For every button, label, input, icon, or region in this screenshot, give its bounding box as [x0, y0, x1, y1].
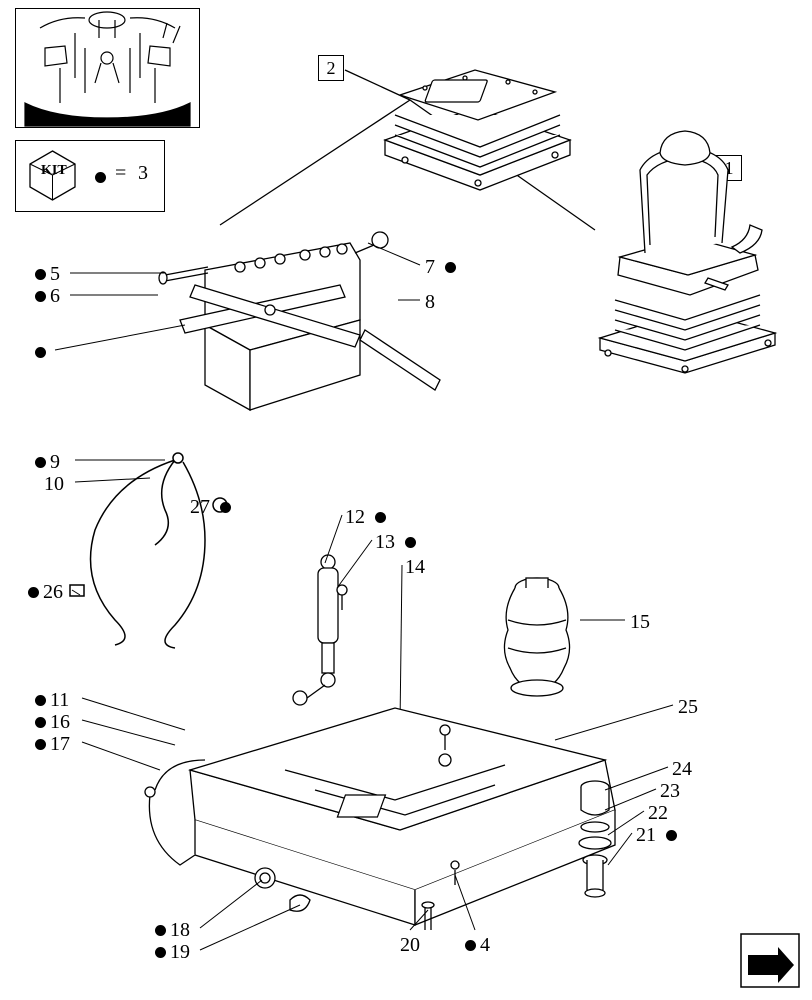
next-page-icon[interactable] — [740, 933, 800, 988]
diagram-page: KIT = 3 2 1 — [0, 0, 812, 1000]
leaders-20-4 — [0, 0, 812, 1000]
